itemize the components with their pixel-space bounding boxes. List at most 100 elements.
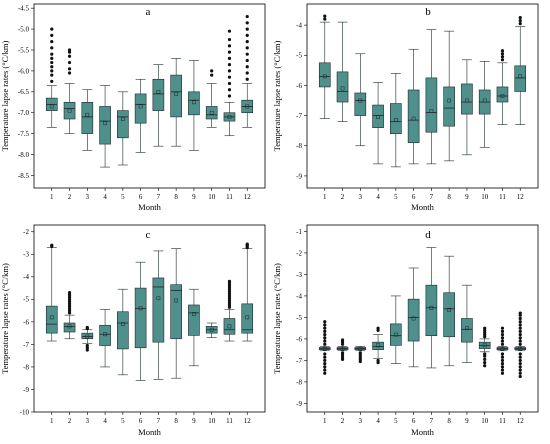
outlier-point <box>227 63 232 67</box>
outlier-point <box>358 359 362 364</box>
mean-marker <box>482 98 487 103</box>
outlier-point <box>227 294 232 298</box>
y-tick-label: -9 <box>23 386 29 394</box>
outlier-point <box>67 311 72 315</box>
y-tick-label: -6.0 <box>18 67 30 75</box>
mean-marker <box>393 118 398 122</box>
x-tick-label: 7 <box>157 193 161 201</box>
y-tick-label: -5 <box>296 52 302 60</box>
y-tick-label: -8.0 <box>18 151 30 159</box>
x-tick-label: 5 <box>394 417 398 425</box>
y-tick-label: -2 <box>296 249 302 257</box>
box-iqr <box>99 324 111 346</box>
mean-marker <box>174 92 179 96</box>
outlier-point <box>518 333 522 337</box>
outlier-point <box>323 320 327 324</box>
box-iqr <box>81 332 94 340</box>
outlier-point <box>227 287 232 291</box>
outlier-point <box>227 289 232 294</box>
x-tick-label: 5 <box>121 417 125 425</box>
outlier-point <box>67 295 72 299</box>
mean-marker <box>103 332 107 337</box>
y-tick-label: -8 <box>296 378 302 386</box>
outlier-point <box>500 362 505 366</box>
y-tick-label: -3 <box>296 271 302 279</box>
outlier-point <box>227 303 232 307</box>
outlier-point <box>245 14 249 19</box>
box-iqr <box>81 101 94 134</box>
y-tick-label: -4 <box>23 273 29 281</box>
mean-marker <box>209 110 214 115</box>
box-iqr <box>188 91 200 116</box>
box-iqr <box>99 106 111 145</box>
mean-marker <box>192 100 196 105</box>
outlier-point <box>50 79 54 83</box>
outlier-point <box>227 94 232 98</box>
mean-marker <box>120 322 125 326</box>
y-tick-label: -8.5 <box>18 172 30 180</box>
outlier-point <box>227 292 232 296</box>
y-tick-label: -4 <box>296 292 302 300</box>
y-tick-label: -10 <box>20 408 30 416</box>
outlier-point <box>483 360 487 365</box>
outlier-point <box>50 243 54 247</box>
outlier-point <box>483 326 487 330</box>
box-iqr <box>372 104 384 128</box>
mean-marker <box>227 324 232 329</box>
box-month-9 <box>461 59 473 156</box>
plot-frame <box>306 224 539 413</box>
x-tick-label: 8 <box>447 193 451 201</box>
x-tick-label: 10 <box>481 193 489 201</box>
panel-title: c <box>146 229 151 241</box>
outlier-point <box>227 29 232 33</box>
x-tick-label: 3 <box>86 417 90 425</box>
panel-a: -8.5-8.0-7.5-7.0-6.5-6.0-5.5-5.0-4.51 2 3 4… <box>0 3 266 212</box>
mean-marker <box>465 98 469 103</box>
x-tick-label: 11 <box>499 417 506 425</box>
outlier-point <box>50 27 54 31</box>
box-month-3 <box>81 89 94 151</box>
y-tick-label: -5 <box>296 314 302 322</box>
outlier-point <box>518 374 522 379</box>
x-tick-label: 9 <box>192 193 196 201</box>
outlier-point <box>245 21 249 25</box>
x-axis-label: Month <box>138 427 161 437</box>
box-month-10 <box>478 61 491 148</box>
outlier-point <box>376 360 380 365</box>
outlier-point <box>500 336 505 340</box>
box-month-8 <box>170 248 182 379</box>
x-tick-label: 9 <box>465 417 469 425</box>
panel-b: -9-8-7-6-5-41 2 3 4 5 6 7 8 9 10 11 12bMonthTempera… <box>272 3 539 212</box>
outlier-point <box>500 355 505 359</box>
outlier-point <box>500 342 505 346</box>
outlier-point <box>323 365 327 369</box>
outlier-point <box>518 336 522 340</box>
mean-marker <box>67 108 72 113</box>
outlier-point <box>227 75 232 79</box>
y-tick-label: -7 <box>296 357 302 365</box>
box-month-5 <box>390 73 402 168</box>
x-tick-label: 5 <box>394 193 398 201</box>
box-month-8 <box>443 255 455 367</box>
panel-title: b <box>425 6 431 18</box>
box-iqr <box>461 318 473 343</box>
outlier-point <box>50 73 54 77</box>
outlier-point <box>67 290 72 295</box>
y-tick-label: -3 <box>23 251 29 259</box>
outlier-point <box>227 301 232 305</box>
outlier-point <box>245 242 249 246</box>
outlier-point <box>245 33 249 37</box>
outlier-point <box>500 358 505 363</box>
box-iqr <box>152 78 165 111</box>
y-tick-label: -9 <box>296 172 302 180</box>
outlier-point <box>67 306 72 310</box>
mean-marker <box>358 98 363 103</box>
x-tick-label: 4 <box>103 193 107 201</box>
outlier-point <box>518 352 522 356</box>
x-tick-label: 10 <box>481 417 489 425</box>
box-iqr <box>205 106 218 120</box>
box-iqr <box>170 284 182 340</box>
outlier-point <box>323 362 327 366</box>
x-tick-label: 1 <box>50 193 54 201</box>
box-month-2 <box>336 21 349 122</box>
